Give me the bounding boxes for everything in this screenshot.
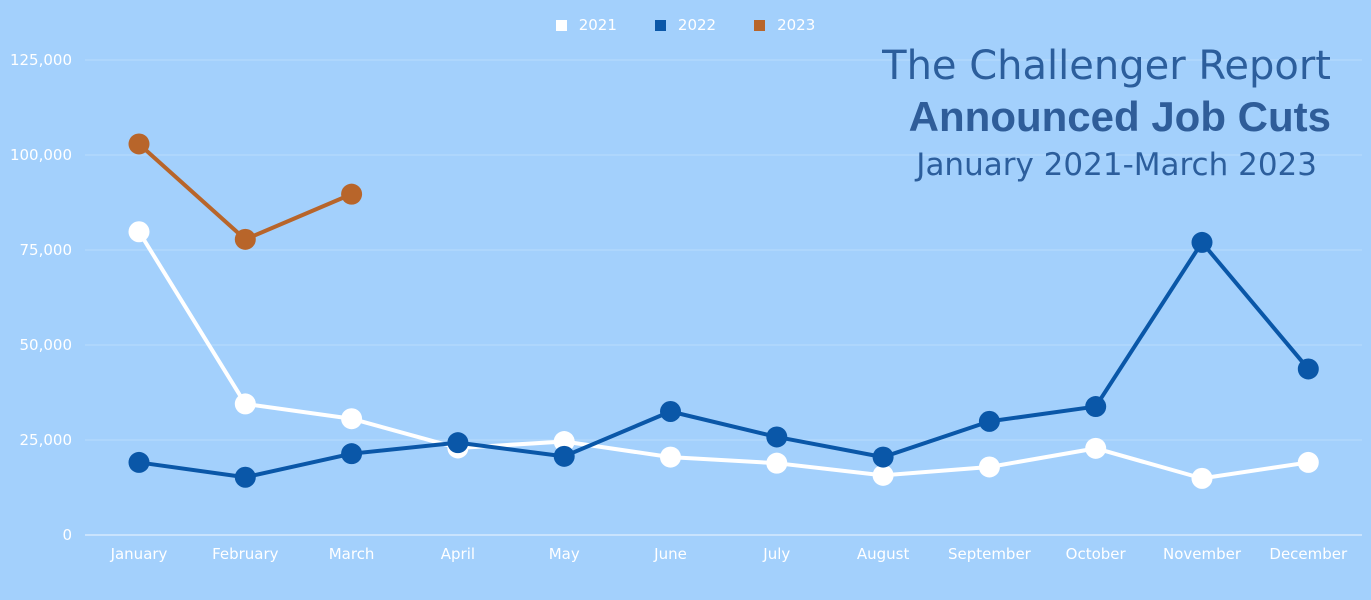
legend-item-2021[interactable]: 2021 (555, 16, 617, 34)
x-tick-label: October (1066, 545, 1127, 563)
data-point-2023-march[interactable] (341, 183, 363, 205)
x-tick-label: June (653, 545, 687, 563)
y-tick-label: 50,000 (20, 336, 73, 354)
data-point-2022-october[interactable] (1085, 396, 1107, 418)
series-2022 (128, 231, 1319, 488)
data-point-2022-march[interactable] (341, 443, 363, 465)
data-point-2022-december[interactable] (1297, 358, 1319, 380)
data-point-2021-september[interactable] (978, 456, 1000, 478)
legend-label-2022: 2022 (677, 16, 717, 34)
data-point-2021-june[interactable] (660, 446, 681, 468)
chart-title-block: The Challenger Report Announced Job Cuts… (882, 40, 1331, 188)
data-point-2023-february[interactable] (234, 228, 256, 250)
data-point-2023-january[interactable] (128, 133, 150, 155)
data-point-2021-august[interactable] (872, 464, 894, 486)
chart-date-range: January 2021-March 2023 (916, 147, 1317, 183)
legend-item-2023[interactable]: 2023 (754, 16, 815, 34)
series-layer (128, 133, 1319, 489)
series-line-2021 (137, 229, 1311, 481)
y-tick-label: 125,000 (10, 51, 72, 69)
data-point-2022-may[interactable] (553, 445, 575, 467)
data-point-2022-november[interactable] (1191, 231, 1213, 253)
data-point-2021-february[interactable] (234, 393, 256, 415)
gridlines (85, 59, 1362, 536)
y-axis: 0 25,000 50,000 75,000 100,000 125,000 (10, 51, 72, 544)
legend-item-2022[interactable]: 2022 (654, 16, 717, 34)
y-tick-label: 0 (62, 526, 72, 544)
legend-swatch-2022 (654, 19, 666, 31)
data-point-2022-january[interactable] (128, 451, 150, 473)
y-tick-label: 75,000 (20, 241, 73, 259)
data-point-2021-may[interactable] (553, 431, 575, 453)
legend-swatch-2021 (555, 19, 567, 31)
data-point-2022-june[interactable] (660, 401, 681, 422)
x-tick-label: April (441, 545, 475, 563)
legend-label-2023: 2023 (777, 16, 816, 34)
data-point-2022-april[interactable] (447, 432, 469, 454)
data-point-2021-july[interactable] (766, 452, 788, 474)
data-point-2022-september[interactable] (978, 410, 1000, 432)
chart-subtitle: Announced Job Cuts (908, 93, 1331, 140)
x-tick-label: February (212, 545, 279, 563)
data-point-2022-july[interactable] (766, 426, 788, 448)
y-tick-label: 100,000 (10, 146, 72, 164)
data-point-2021-november[interactable] (1191, 467, 1213, 489)
legend-swatch-2023 (754, 19, 766, 31)
data-point-2021-december[interactable] (1297, 451, 1319, 473)
x-tick-label: December (1269, 545, 1348, 563)
x-tick-label: May (549, 545, 580, 563)
data-point-2021-october[interactable] (1085, 437, 1107, 459)
x-tick-label: November (1163, 545, 1242, 563)
x-tick-label: July (762, 545, 790, 563)
legend: 2021 2022 2023 (0, 16, 1371, 34)
data-point-2022-february[interactable] (234, 466, 256, 488)
chart-title: The Challenger Report (882, 43, 1331, 89)
data-point-2021-january[interactable] (128, 221, 150, 243)
x-tick-label: March (329, 545, 375, 563)
series-line-2023 (137, 141, 354, 242)
x-tick-label: January (110, 545, 168, 563)
series-line-2022 (137, 240, 1311, 480)
series-2021 (128, 221, 1319, 489)
series-2023 (128, 133, 363, 250)
x-tick-label: September (948, 545, 1032, 563)
x-axis: January February March April May June July Augu… (110, 545, 1348, 563)
y-tick-label: 25,000 (20, 431, 73, 449)
data-point-2021-march[interactable] (341, 408, 363, 430)
data-point-2022-august[interactable] (872, 446, 894, 468)
x-tick-label: August (857, 545, 910, 563)
legend-label-2021: 2021 (578, 16, 617, 34)
